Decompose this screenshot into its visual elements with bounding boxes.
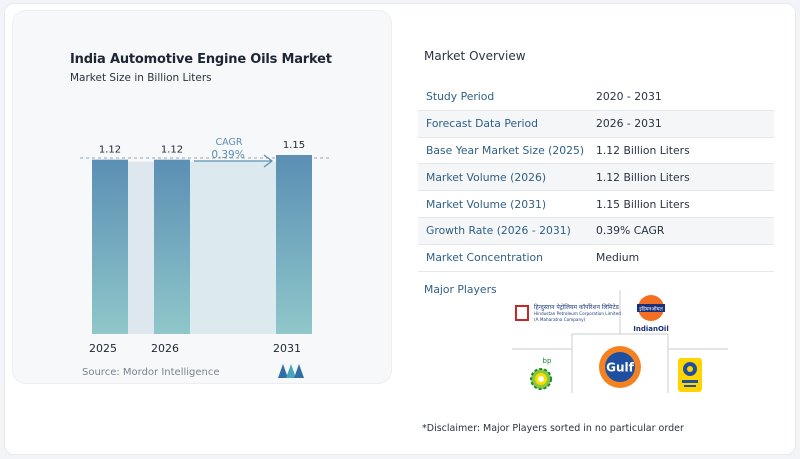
row-value: 0.39% CAGR xyxy=(596,224,665,238)
data-label: 1.12 xyxy=(99,145,121,156)
overview-table: Study Period 2020 - 2031 Forecast Data P… xyxy=(418,84,774,272)
overview-row: Market Volume (2026) 1.12 Billion Liters xyxy=(418,164,774,192)
gulf-name-text: Gulf xyxy=(606,361,635,375)
x-tick-label: 2026 xyxy=(151,342,179,355)
x-tick-label: 2025 xyxy=(89,342,117,355)
row-label: Market Volume (2026) xyxy=(426,170,547,184)
row-label: Study Period xyxy=(426,90,495,104)
hp-hindi-name: हिन्दुस्तान पेट्रोलियम कॉर्पोरेशन लिमिटे… xyxy=(534,304,619,311)
chart-title: India Automotive Engine Oils Market xyxy=(70,52,332,67)
row-label: Growth Rate (2026 - 2031) xyxy=(426,224,571,238)
data-label: 1.15 xyxy=(283,140,305,151)
chart-subtitle: Market Size in Billion Liters xyxy=(70,72,212,84)
overview-row: Growth Rate (2026 - 2031) 0.39% CAGR xyxy=(418,217,774,245)
bp-name-text: bp xyxy=(543,357,552,365)
indianoil-logo: इंडियनऑयल IndianOil xyxy=(633,295,669,333)
hp-emblem-icon xyxy=(515,305,529,321)
hp-tagline: (A Maharatna Company) xyxy=(534,317,586,322)
cagr-band xyxy=(190,161,276,334)
cagr-value: 0.39% xyxy=(211,149,244,161)
overview-row: Market Concentration Medium xyxy=(418,245,774,272)
hp-english-name: Hindustan Petroleum Corporation Limited xyxy=(534,311,621,316)
row-value: 1.15 Billion Liters xyxy=(596,197,690,211)
io-name-text: IndianOil xyxy=(633,325,668,333)
row-value: 2026 - 2031 xyxy=(596,117,662,131)
hindustan-petroleum-logo: हिन्दुस्तान पेट्रोलियम कॉर्पोरेशन लिमिटे… xyxy=(515,301,621,329)
data-label: 1.12 xyxy=(161,145,183,156)
overview-row: Forecast Data Period 2026 - 2031 xyxy=(418,110,774,138)
disclaimer-note: *Disclaimer: Major Players sorted in no … xyxy=(422,423,684,434)
row-value: 1.12 Billion Liters xyxy=(596,143,690,157)
connector-band xyxy=(128,161,154,334)
mordor-logo-icon xyxy=(278,364,304,378)
overview-row: Study Period 2020 - 2031 xyxy=(418,84,774,111)
bar-2025 xyxy=(92,159,128,334)
row-label: Base Year Market Size (2025) xyxy=(426,143,585,157)
row-value: Medium xyxy=(596,251,640,265)
cagr-label: CAGR xyxy=(216,137,243,148)
bp-logo: bp xyxy=(530,357,552,390)
row-value: 2020 - 2031 xyxy=(596,90,662,104)
row-value: 1.12 Billion Liters xyxy=(596,170,690,184)
bar-2026 xyxy=(154,159,190,334)
bar-2031 xyxy=(276,155,312,334)
overview-row: Base Year Market Size (2025) 1.12 Billio… xyxy=(418,138,774,165)
source-note: Source: Mordor Intelligence xyxy=(82,367,220,378)
row-label: Forecast Data Period xyxy=(426,117,538,131)
row-label: Market Concentration xyxy=(426,251,543,265)
x-tick-label: 2031 xyxy=(273,342,301,355)
io-badge-text: इंडियनऑयल xyxy=(639,306,663,313)
overview-row: Market Volume (2031) 1.15 Billion Liters xyxy=(418,191,774,218)
overview-title: Market Overview xyxy=(424,49,526,63)
gulf-logo: Gulf xyxy=(599,346,641,388)
row-label: Market Volume (2031) xyxy=(426,197,547,211)
cagr-arrow-head xyxy=(263,154,273,168)
bharat-petroleum-logo xyxy=(678,358,702,392)
major-players-title: Major Players xyxy=(424,283,497,296)
